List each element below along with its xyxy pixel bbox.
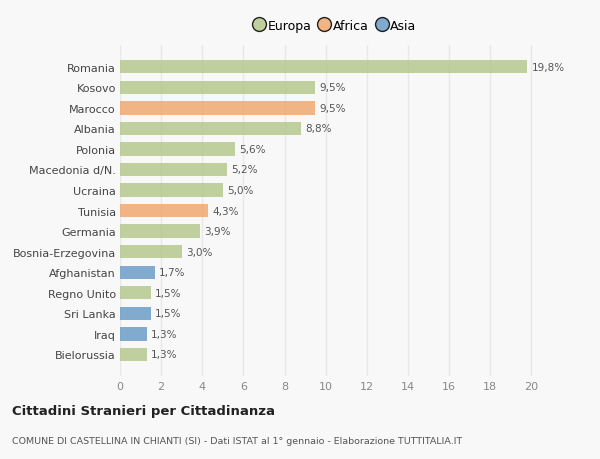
Text: 9,5%: 9,5% <box>320 104 346 113</box>
Text: 9,5%: 9,5% <box>320 83 346 93</box>
Bar <box>120 266 155 280</box>
Text: 19,8%: 19,8% <box>532 62 565 73</box>
Bar <box>120 328 147 341</box>
Text: 1,5%: 1,5% <box>155 288 181 298</box>
Bar <box>120 286 151 300</box>
Bar <box>120 163 227 177</box>
Text: 1,3%: 1,3% <box>151 329 178 339</box>
Text: 5,2%: 5,2% <box>231 165 257 175</box>
Bar <box>120 307 151 320</box>
Text: 3,9%: 3,9% <box>205 227 231 237</box>
Bar <box>120 184 223 197</box>
Bar <box>120 81 316 95</box>
Bar <box>120 246 182 259</box>
Text: 1,5%: 1,5% <box>155 309 181 319</box>
Text: Cittadini Stranieri per Cittadinanza: Cittadini Stranieri per Cittadinanza <box>12 404 275 417</box>
Bar <box>120 204 208 218</box>
Text: 3,0%: 3,0% <box>186 247 212 257</box>
Text: 5,0%: 5,0% <box>227 185 253 196</box>
Legend: Europa, Africa, Asia: Europa, Africa, Asia <box>253 16 419 36</box>
Text: 1,7%: 1,7% <box>159 268 185 278</box>
Bar <box>120 225 200 238</box>
Text: 1,3%: 1,3% <box>151 350 178 360</box>
Bar <box>120 123 301 136</box>
Bar <box>120 143 235 156</box>
Text: COMUNE DI CASTELLINA IN CHIANTI (SI) - Dati ISTAT al 1° gennaio - Elaborazione T: COMUNE DI CASTELLINA IN CHIANTI (SI) - D… <box>12 436 462 445</box>
Bar <box>120 102 316 115</box>
Text: 8,8%: 8,8% <box>305 124 332 134</box>
Text: 4,3%: 4,3% <box>212 206 239 216</box>
Bar <box>120 348 147 361</box>
Text: 5,6%: 5,6% <box>239 145 266 155</box>
Bar <box>120 61 527 74</box>
